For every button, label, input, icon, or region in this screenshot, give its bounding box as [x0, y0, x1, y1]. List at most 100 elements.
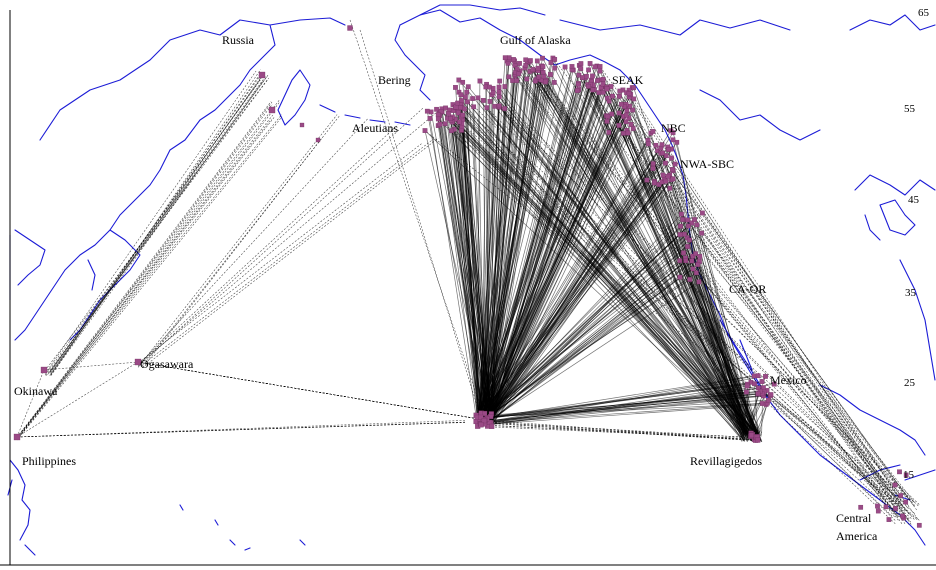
- feeding-sighting-marker: [690, 266, 696, 272]
- route-mexico-feeding: [624, 106, 748, 435]
- feeding-sighting-marker: [453, 104, 459, 110]
- feeding-sighting-marker: [670, 176, 676, 182]
- route-central-america-feeding: [513, 59, 915, 520]
- route-hawaii-feeding: [476, 80, 481, 419]
- route-central-america-feeding: [457, 110, 899, 518]
- route-hawaii-feeding: [483, 72, 516, 423]
- route-central-america-feeding: [681, 214, 909, 506]
- route-okinawa-russia: [44, 70, 257, 374]
- route-central-america-feeding: [680, 226, 910, 501]
- feeding-sighting-marker: [464, 89, 470, 95]
- migration-routes: [16, 19, 920, 525]
- feeding-sighting-marker: [597, 64, 603, 69]
- route-central-america-feeding: [578, 75, 916, 506]
- route-hawaii-feeding: [477, 90, 621, 420]
- feeding-sighting-marker: [674, 139, 680, 145]
- feeding-sighting-marker: [682, 231, 687, 237]
- route-central-america-feeding: [527, 61, 898, 517]
- central-america-sighting-marker: [886, 517, 892, 522]
- feeding-sighting-marker: [505, 60, 511, 66]
- feeding-sighting-marker: [686, 223, 691, 229]
- feeding-sighting-marker: [625, 130, 631, 136]
- feeding-sighting-marker: [580, 75, 585, 80]
- hawaii-sighting-marker: [478, 422, 484, 428]
- route-central-america-feeding: [438, 118, 920, 521]
- feeding-sighting-marker: [586, 67, 591, 73]
- aleutian-islands: [319, 104, 411, 126]
- route-central-america-feeding: [626, 92, 906, 525]
- hawaii-sighting-marker: [481, 418, 487, 424]
- feeding-sighting-marker: [435, 116, 441, 122]
- route-mexico-feeding: [586, 76, 745, 440]
- label-revillagigedos: Revillagigedos: [690, 454, 762, 468]
- route-okinawa-ogasawara: [43, 361, 139, 371]
- feeding-sighting-marker: [666, 147, 671, 152]
- route-hawaii-feeding: [490, 84, 579, 416]
- route-philippines-kamchatka: [16, 118, 272, 438]
- feeding-sighting-marker: [628, 122, 634, 127]
- feeding-sighting-marker: [540, 55, 545, 61]
- feeding-sighting-marker: [462, 106, 467, 112]
- route-central-america-feeding: [535, 80, 899, 497]
- feeding-sighting-marker: [502, 55, 508, 61]
- feeding-sighting-marker: [528, 58, 533, 63]
- feeding-sighting-marker: [604, 118, 610, 124]
- route-hawaii-feeding: [480, 88, 608, 425]
- route-mexico-feeding: [695, 253, 747, 434]
- hawaii-sighting-marker: [489, 423, 495, 429]
- feeding-sighting-marker: [624, 108, 630, 113]
- feeding-sighting-marker: [744, 389, 749, 395]
- route-hawaii-feeding: [445, 107, 480, 419]
- feeding-sighting-marker: [496, 103, 502, 109]
- route-hawaii-feeding: [492, 264, 699, 420]
- feeding-sighting-marker: [592, 64, 598, 70]
- route-philippines-kamchatka: [16, 99, 280, 438]
- route-hawaii-revillagigedos: [494, 425, 753, 438]
- feeding-sighting-marker: [606, 130, 612, 135]
- feeding-sighting-marker: [551, 80, 557, 85]
- feeding-sighting-marker: [677, 232, 683, 237]
- route-central-america-feeding: [499, 105, 894, 502]
- feeding-sighting-marker: [678, 223, 683, 229]
- route-hawaii-feeding: [486, 69, 573, 416]
- route-ogasawara-bering: [137, 114, 338, 368]
- feeding-sighting-marker: [683, 258, 689, 264]
- feeding-sighting-marker: [516, 71, 521, 77]
- route-hawaii-feeding: [480, 66, 573, 422]
- revillagigedos-sighting-marker: [748, 432, 755, 438]
- feeding-sighting-marker: [470, 96, 475, 101]
- feeding-sighting-marker: [687, 237, 692, 243]
- route-central-america-feeding: [524, 67, 903, 520]
- feeding-sighting-marker: [616, 110, 622, 116]
- feeding-sighting-marker: [435, 112, 441, 118]
- feeding-sighting-marker: [621, 130, 626, 136]
- feeding-sighting-marker: [514, 78, 520, 83]
- latitude-label-25: 25: [904, 377, 915, 389]
- feeding-sighting-marker: [672, 161, 678, 167]
- route-central-america-feeding: [691, 222, 910, 515]
- feeding-sighting-marker: [663, 160, 668, 166]
- route-mexico-feeding: [532, 69, 745, 442]
- feeding-sighting-marker: [506, 55, 512, 61]
- route-ogasawara-bering: [138, 124, 399, 365]
- feeding-sighting-marker: [685, 244, 690, 249]
- route-hawaii-feeding: [479, 68, 556, 420]
- route-central-america-feeding: [441, 111, 912, 519]
- route-hawaii-feeding: [488, 162, 666, 421]
- route-central-america-feeding: [514, 75, 899, 497]
- route-mexico-feeding: [451, 130, 745, 441]
- route-mexico-feeding: [513, 59, 755, 441]
- feeding-sighting-marker: [496, 89, 502, 95]
- feeding-sighting-marker: [540, 64, 546, 69]
- label-central-america-line1: Central: [836, 511, 872, 525]
- feeding-sighting-marker: [605, 114, 611, 119]
- feeding-sighting-marker: [442, 121, 448, 127]
- feeding-sighting-marker: [650, 166, 656, 171]
- feeding-sighting-marker: [755, 391, 761, 397]
- feeding-sighting-marker: [600, 89, 606, 95]
- route-mexico-feeding: [606, 115, 747, 434]
- feeding-sighting-marker: [616, 123, 622, 128]
- route-okinawa-russia: [49, 76, 260, 374]
- feeding-sighting-marker: [690, 253, 696, 259]
- feeding-sighting-marker: [631, 96, 637, 102]
